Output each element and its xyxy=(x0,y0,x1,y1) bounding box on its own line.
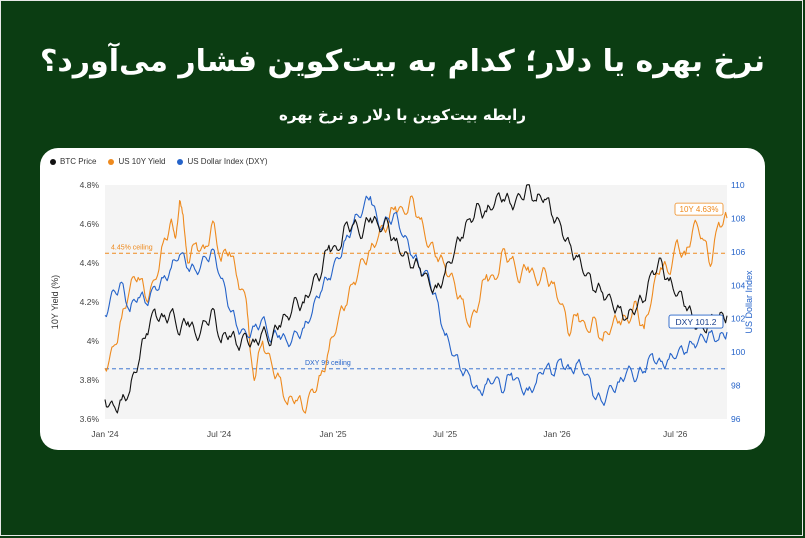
y-tick-right: 104 xyxy=(731,280,745,290)
y-tick-right: 108 xyxy=(731,213,745,223)
page-subtitle: رابطه بیت‌کوین با دلار و نرخ بهره xyxy=(279,106,526,124)
y-axis-right-ticks: 96 98 100 102 104 106 108 110 xyxy=(731,180,745,424)
line-chart: 3.6% 3.8% 4% 4.2% 4.4% 4.6% 4.8% 96 98 100 102 104… xyxy=(50,180,754,439)
y-tick-right: 100 xyxy=(731,347,745,357)
y-axis-left-label: 10Y Yield (%) xyxy=(50,275,60,329)
y-tick-left: 4.2% xyxy=(80,297,100,307)
x-axis-ticks: Jan '24 Jul '24 Jan '25 Jul '25 Jan '26 Jul '… xyxy=(91,429,687,439)
series-lines xyxy=(104,184,728,414)
dxy-last-box xyxy=(668,314,724,329)
chart-legend: BTC Price US 10Y Yield US Dollar Index (… xyxy=(50,157,267,166)
x-tick: Jan '25 xyxy=(319,429,346,439)
yield-last-box xyxy=(674,202,724,216)
plot-area xyxy=(105,185,727,419)
y-tick-right: 96 xyxy=(731,414,741,424)
page-title: نرخ بهره یا دلار؛ کدام به بیت‌کوین فشار … xyxy=(40,44,765,79)
y-axis-right-label: US Dollar Index xyxy=(744,270,754,334)
yield-last-label: 10Y 4.63% xyxy=(680,205,719,214)
y-tick-right: 106 xyxy=(731,247,745,257)
series-yield-line xyxy=(104,195,728,414)
legend-item-btc: BTC Price xyxy=(50,157,96,166)
reference-lines: 4.45% ceiling DXY 99 ceiling xyxy=(105,244,727,370)
y-tick-right: 98 xyxy=(731,381,741,391)
y-tick-left: 3.6% xyxy=(80,414,100,424)
x-tick: Jul '24 xyxy=(207,429,232,439)
dxy-last-label: DXY 101.2 xyxy=(676,317,717,327)
legend-label-dxy: US Dollar Index (DXY) xyxy=(187,157,268,166)
x-tick: Jul '25 xyxy=(433,429,458,439)
y-tick-left: 4.4% xyxy=(80,258,100,268)
chart-card: BTC Price US 10Y Yield US Dollar Index (… xyxy=(40,148,765,450)
dxy-ceiling-label: DXY 99 ceiling xyxy=(305,360,351,367)
end-labels: 10Y 4.63% DXY 101.2 xyxy=(668,202,724,329)
y-tick-left: 3.8% xyxy=(80,375,100,385)
legend-label-yield: US 10Y Yield xyxy=(118,157,166,166)
x-tick: Jan '26 xyxy=(543,429,570,439)
legend-swatch-btc xyxy=(50,158,56,165)
series-dxy-line xyxy=(104,195,728,406)
legend-swatch-dxy xyxy=(177,158,184,165)
y-tick-left: 4% xyxy=(87,336,100,346)
legend-item-dxy: US Dollar Index (DXY) xyxy=(177,157,267,166)
y-tick-left: 4.8% xyxy=(80,180,100,190)
legend-item-yield: US 10Y Yield xyxy=(108,157,165,166)
series-btc-line xyxy=(104,184,728,414)
y-tick-left: 4.6% xyxy=(80,219,100,229)
x-tick: Jan '24 xyxy=(91,429,118,439)
y-tick-right: 110 xyxy=(731,180,745,190)
legend-swatch-yield xyxy=(108,158,115,165)
legend-label-btc: BTC Price xyxy=(60,157,97,166)
y-tick-right: 102 xyxy=(731,314,745,324)
yield-ceiling-label: 4.45% ceiling xyxy=(111,244,153,251)
x-tick: Jul '26 xyxy=(663,429,688,439)
y-axis-left-ticks: 3.6% 3.8% 4% 4.2% 4.4% 4.6% 4.8% xyxy=(80,180,100,424)
